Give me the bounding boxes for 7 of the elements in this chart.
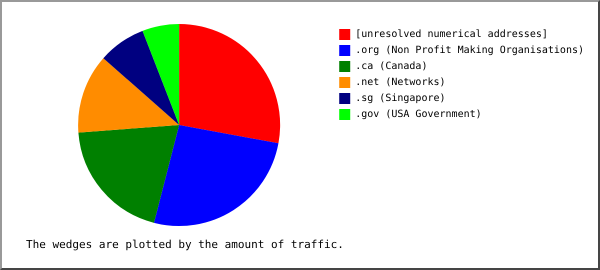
text: The wedges are plotted by the amount of traffic. (26, 238, 344, 251)
legend-label: .org (Non Profit Making Organisations) (355, 45, 584, 56)
legend-label: .ca (Canada) (355, 61, 428, 72)
legend-label: .net (Networks) (355, 77, 446, 88)
legend-label: [unresolved numerical addresses] (355, 29, 548, 40)
legend-label: .sg (Singapore) (355, 93, 446, 104)
legend-label: .gov (USA Government) (355, 109, 482, 120)
